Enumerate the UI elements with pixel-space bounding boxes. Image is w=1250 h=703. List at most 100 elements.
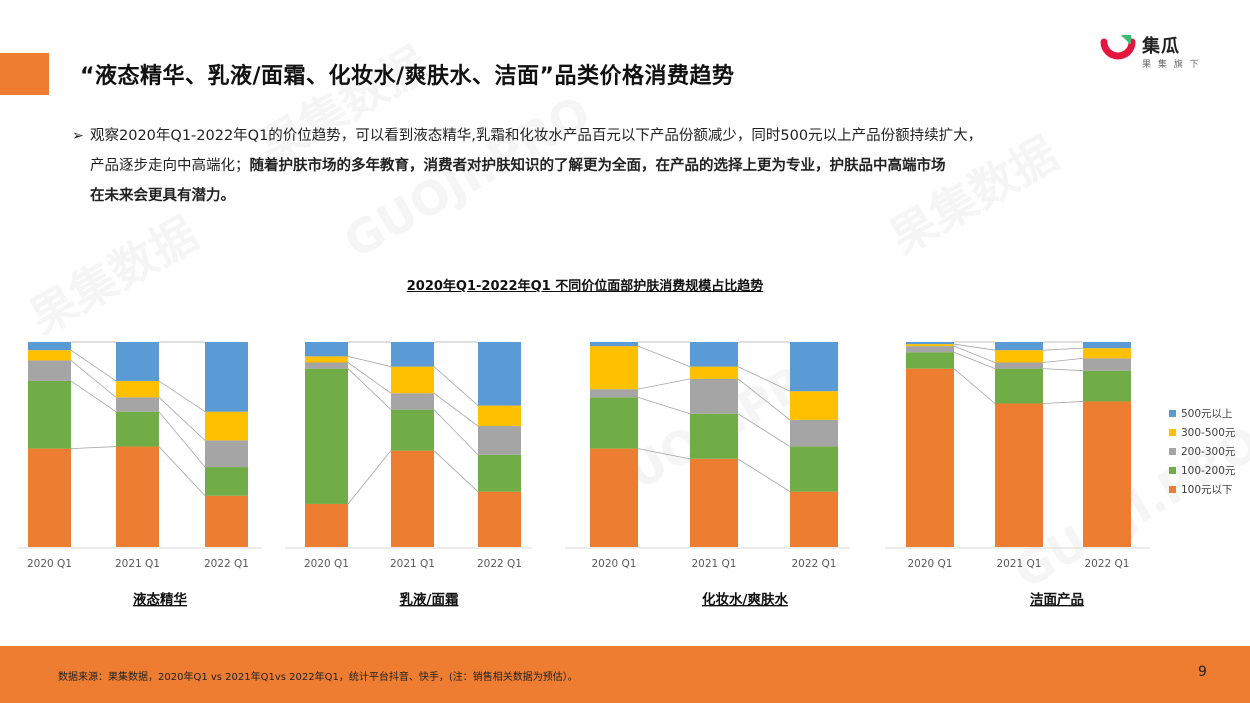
- logo-name: 集瓜: [1142, 36, 1180, 57]
- x-tick-label: 2021 Q1: [691, 558, 736, 570]
- bar-segment-1: [790, 446, 838, 492]
- bar-segment-2: [1083, 358, 1131, 371]
- panel-title: 洁面产品: [1030, 591, 1084, 608]
- bar-segment-4: [116, 342, 159, 381]
- bar-segment-0: [1083, 401, 1131, 547]
- series-connector-line: [347, 355, 392, 367]
- series-connector-line: [953, 343, 996, 351]
- bar-segment-2: [305, 362, 348, 369]
- bar-segment-3: [1083, 348, 1131, 359]
- series-connector-line: [1042, 358, 1084, 363]
- series-connector-line: [70, 349, 117, 382]
- legend-label: 500元以上: [1181, 408, 1233, 420]
- bar-segment-0: [205, 495, 248, 547]
- chart-title: 2020年Q1-2022年Q1 不同价位面部护肤消费规模占比趋势: [406, 279, 764, 294]
- series-connector-line: [158, 397, 206, 441]
- legend-swatch: [1169, 467, 1176, 474]
- bar-segment-2: [116, 397, 159, 412]
- series-connector-line: [953, 345, 996, 363]
- summary-line-2-bold: 随着护肤市场的多年教育，消费者对护肤知识的了解更为全面，在产品的选择上更为专业，…: [249, 158, 946, 174]
- bar-segment-3: [478, 405, 521, 427]
- bar-segment-2: [28, 360, 71, 381]
- series-connector-line: [433, 366, 479, 406]
- series-connector-line: [70, 380, 117, 413]
- legend-swatch: [1169, 486, 1176, 493]
- bar-segment-3: [116, 380, 159, 398]
- bar-segment-0: [391, 450, 434, 547]
- bar-segment-4: [478, 342, 521, 406]
- bar-segment-4: [690, 342, 738, 367]
- summary-line-1: 观察2020年Q1-2022年Q1的价位趋势，可以看到液态精华,乳霜和化妆水产品…: [90, 128, 983, 144]
- bar-segment-0: [906, 368, 954, 547]
- series-connector-line: [158, 411, 206, 468]
- series-connector-line: [158, 446, 206, 497]
- bar-segment-3: [305, 356, 348, 363]
- series-connector-line: [347, 450, 392, 505]
- bar-segment-1: [478, 454, 521, 492]
- bar-segment-4: [790, 342, 838, 392]
- bar-segment-2: [995, 362, 1043, 369]
- bar-segment-4: [1083, 342, 1131, 349]
- stacked-bar-charts: 2020 Q1 2021 Q1 2022 Q1 液态精华 2020 Q1 2021 Q1 2…: [18, 341, 1236, 608]
- bar-segment-2: [590, 389, 638, 398]
- summary-line-2-normal: 产品逐步走向中高端化；: [90, 158, 250, 174]
- x-tick-label: 2021 Q1: [115, 558, 160, 570]
- series-connector-line: [737, 413, 791, 447]
- series-connector-line: [347, 368, 392, 410]
- x-tick-label: 2021 Q1: [390, 558, 435, 570]
- bar-segment-3: [391, 366, 434, 394]
- bar-segment-4: [305, 342, 348, 357]
- footer-source: 数据来源：果集数据，2020年Q1 vs 2021年Q1vs 2022年Q1，统…: [58, 672, 578, 683]
- bar-segment-4: [590, 342, 638, 347]
- x-tick-label: 2020 Q1: [591, 558, 636, 570]
- bar-segment-0: [590, 448, 638, 547]
- legend-label: 100元以下: [1181, 484, 1233, 496]
- bullet-arrow-icon: ➢: [72, 128, 84, 144]
- bar-segment-0: [790, 491, 838, 547]
- series-connector-line: [433, 450, 479, 492]
- bar-segment-1: [590, 397, 638, 449]
- panel-title: 液态精华: [133, 591, 187, 608]
- x-tick-label: 2021 Q1: [996, 558, 1041, 570]
- series-connector-line: [347, 362, 392, 394]
- series-connector-line: [737, 458, 791, 492]
- summary-line-3: 在未来会更具有潜力。: [90, 188, 235, 204]
- bar-segment-3: [906, 344, 954, 347]
- legend-label: 200-300元: [1181, 446, 1236, 458]
- bar-segment-2: [205, 440, 248, 468]
- summary-paragraph: ➢ 观察2020年Q1-2022年Q1的价位趋势，可以看到液态精华,乳霜和化妆水…: [72, 121, 1197, 211]
- bar-segment-2: [690, 378, 738, 414]
- bar-segment-2: [391, 393, 434, 410]
- bar-segment-0: [116, 446, 159, 547]
- bar-segment-0: [305, 503, 348, 547]
- logo-subtitle: 果 集 旗 下: [1142, 60, 1201, 70]
- bar-segment-1: [305, 368, 348, 504]
- series-connector-line: [637, 448, 691, 460]
- series-connector-line: [70, 446, 117, 449]
- x-tick-label: 2020 Q1: [27, 558, 72, 570]
- logo-icon: [1100, 35, 1136, 60]
- series-connector-line: [70, 360, 117, 398]
- bar-segment-0: [995, 403, 1043, 547]
- footer: 数据来源：果集数据，2020年Q1 vs 2021年Q1vs 2022年Q1，统…: [0, 646, 1250, 703]
- x-tick-label: 2020 Q1: [304, 558, 349, 570]
- summary-line-2: 产品逐步走向中高端化；随着护肤市场的多年教育，消费者对护肤知识的了解更为全面，在…: [72, 151, 1197, 181]
- bar-segment-0: [478, 491, 521, 547]
- x-tick-label: 2022 Q1: [204, 558, 249, 570]
- bar-segment-3: [995, 350, 1043, 363]
- series-connector-line: [737, 378, 791, 421]
- legend-swatch: [1169, 448, 1176, 455]
- panel-title: 乳液/面霜: [400, 591, 459, 608]
- series-connector-line: [433, 409, 479, 456]
- bar-segment-2: [906, 346, 954, 353]
- bar-segment-0: [28, 448, 71, 547]
- bar-segment-1: [116, 411, 159, 447]
- bar-segment-3: [205, 411, 248, 441]
- series-connector-line: [1042, 347, 1084, 351]
- x-tick-label: 2022 Q1: [477, 558, 522, 570]
- bar-segment-1: [906, 352, 954, 369]
- bar-segment-2: [790, 419, 838, 447]
- x-tick-label: 2022 Q1: [791, 558, 836, 570]
- bar-segment-3: [790, 391, 838, 420]
- bar-segment-1: [391, 409, 434, 451]
